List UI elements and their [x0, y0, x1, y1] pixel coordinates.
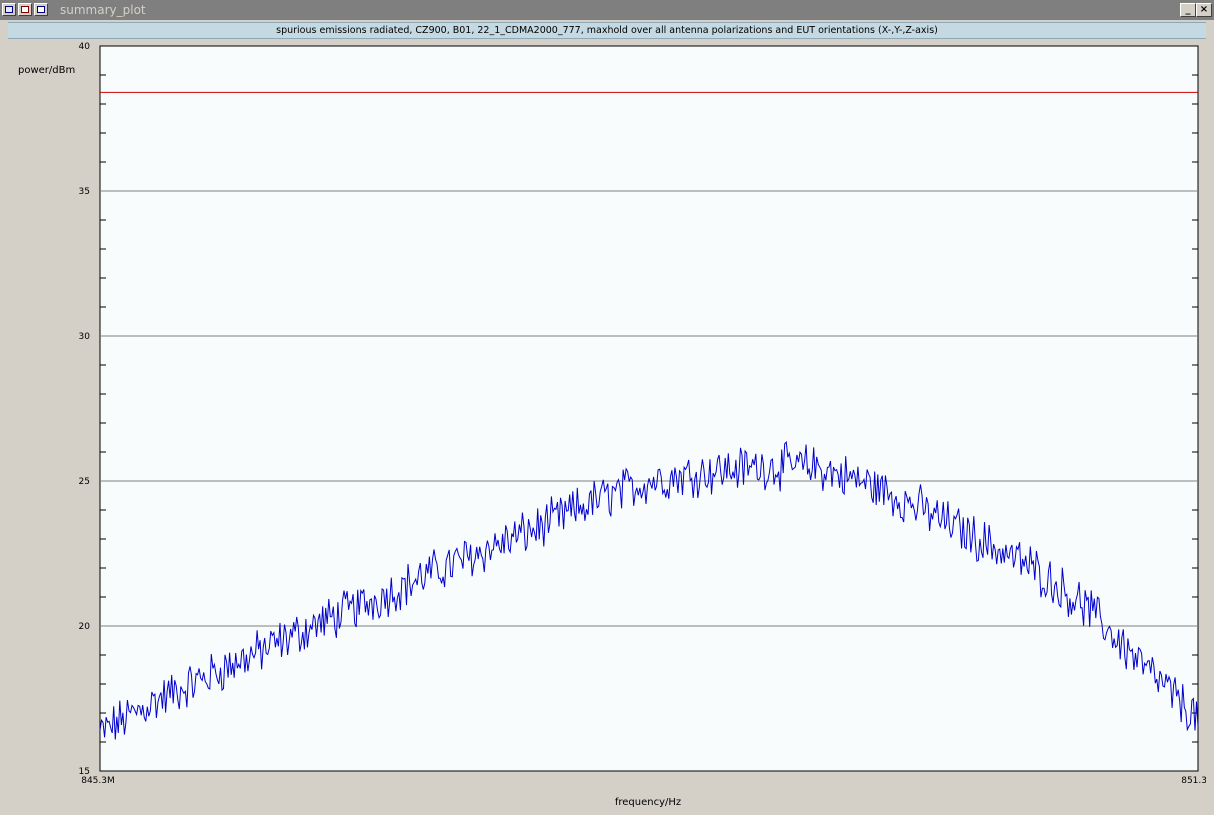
y-tick-label: 25 — [79, 477, 90, 487]
chart-subtitle: spurious emissions radiated, CZ900, B01,… — [276, 25, 938, 36]
close-button[interactable]: × — [1196, 3, 1212, 17]
title-bar: summary_plot _ × — [0, 0, 1214, 20]
maximize-icon[interactable] — [34, 3, 48, 16]
status-strip — [8, 808, 1206, 813]
y-tick-label: 40 — [79, 42, 91, 52]
x-axis-label: frequency/Hz — [615, 797, 681, 808]
chart-header: spurious emissions radiated, CZ900, B01,… — [8, 22, 1206, 39]
y-tick-label: 20 — [79, 622, 91, 632]
x-tick-label-start: 845.3M — [81, 776, 115, 786]
app-menu-icon[interactable] — [2, 3, 16, 16]
y-tick-label: 35 — [79, 187, 90, 197]
plot-background — [99, 45, 1199, 772]
y-tick-label: 15 — [79, 767, 90, 777]
y-tick-label: 30 — [79, 332, 91, 342]
window-title: summary_plot — [60, 3, 146, 17]
x-tick-label-end: 851.3M — [1181, 776, 1206, 786]
y-axis-label: power/dBm — [18, 65, 75, 76]
series-line — [99, 440, 1199, 740]
restore-icon[interactable] — [18, 3, 32, 16]
chart-area: 15 20 25 30 35 40 845.3M 851.3M power/dBm freq… — [8, 40, 1206, 808]
minimize-button[interactable]: _ — [1180, 3, 1196, 17]
